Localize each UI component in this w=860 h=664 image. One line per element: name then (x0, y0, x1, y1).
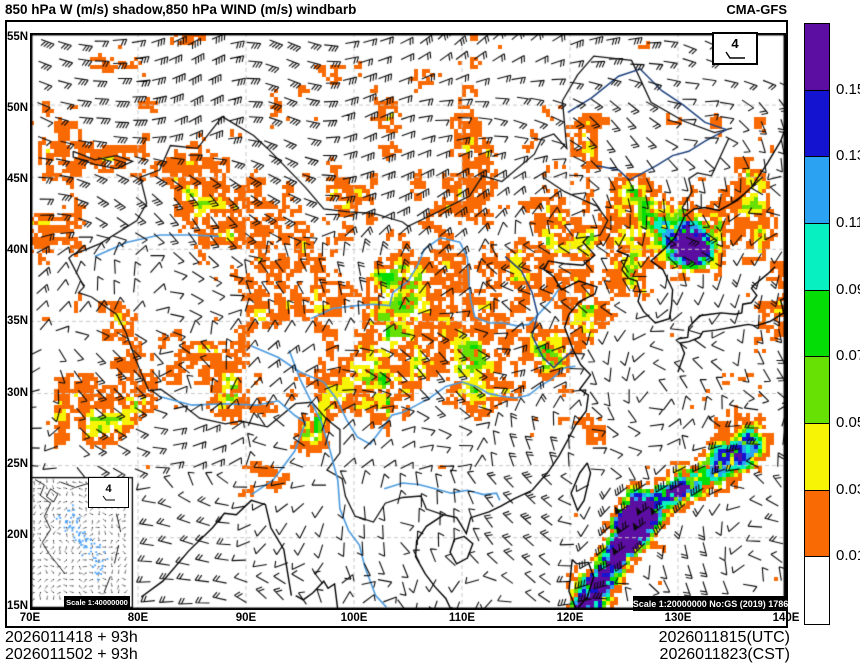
colorbar-label: 0.07 (836, 347, 860, 365)
colorbar-segment (804, 489, 830, 558)
colorbar-segment (804, 223, 830, 292)
colorbar-label: 0.11 (836, 214, 860, 231)
colorbar-segment (804, 156, 830, 225)
inset-scale-note: Scale 1:40000000 (64, 596, 130, 608)
colorbar-label: 0.13 (836, 147, 860, 165)
footer-run-line1: 2026011418 + 93h (5, 629, 138, 646)
lat-tick-label: 35N (7, 315, 29, 328)
colorbar-segment (804, 23, 830, 92)
lat-tick-label: 30N (7, 386, 29, 399)
lon-tick-label: 140E (772, 612, 800, 624)
colorbar-segment (804, 423, 830, 492)
windbarb-legend-value: 4 (731, 36, 739, 51)
windbarb-legend-box: 4 (712, 32, 758, 65)
colorbar-label: 0.05 (836, 414, 860, 431)
map-canvas (30, 33, 786, 610)
map-scale-note: Scale 1:20000000 No:GS (2019) 1786 (633, 596, 788, 611)
model-label: CMA-GFS (726, 2, 787, 17)
page-title: 850 hPa W (m/s) shadow,850 hPa WIND (m/s… (5, 2, 357, 17)
lat-tick-label: 15N (7, 599, 29, 612)
lon-tick-label: 120E (556, 612, 584, 624)
lat-tick-label: 25N (7, 457, 29, 470)
footer-valid-cst: 2026011823(CST) (659, 646, 790, 663)
lat-tick-label: 40N (7, 244, 29, 257)
footer-run-line2: 2026011502 + 93h (5, 646, 138, 663)
lon-tick-label: 110E (448, 612, 476, 624)
footer-valid-utc: 2026011815(UTC) (658, 629, 790, 646)
colorbar-segment (804, 289, 830, 358)
lon-tick-label: 90E (235, 612, 257, 624)
colorbar-label: 0.15 (836, 80, 860, 98)
lon-tick-label: 100E (340, 612, 368, 624)
colorbar-segment (804, 89, 830, 158)
lon-tick-label: 80E (127, 612, 149, 624)
colorbar (804, 23, 830, 625)
lat-tick-label: 55N (7, 31, 29, 43)
colorbar-segment (804, 356, 830, 425)
inset-windbarb-legend-value: 4 (105, 482, 112, 495)
windbarb-icon (725, 51, 745, 59)
lon-tick-label: 70E (19, 612, 41, 624)
inset-windbarb-legend-box: 4 (88, 477, 129, 508)
lat-tick-label: 20N (7, 528, 29, 541)
colorbar-label: 0.01 (836, 547, 860, 565)
lon-tick-label: 130E (664, 612, 692, 624)
inset-windbarb-icon (102, 495, 115, 500)
lat-tick-label: 50N (7, 102, 29, 115)
colorbar-label: 0.03 (836, 480, 860, 498)
lat-tick-label: 45N (7, 173, 29, 186)
colorbar-label: 0.09 (836, 280, 860, 298)
colorbar-segment (804, 556, 830, 625)
